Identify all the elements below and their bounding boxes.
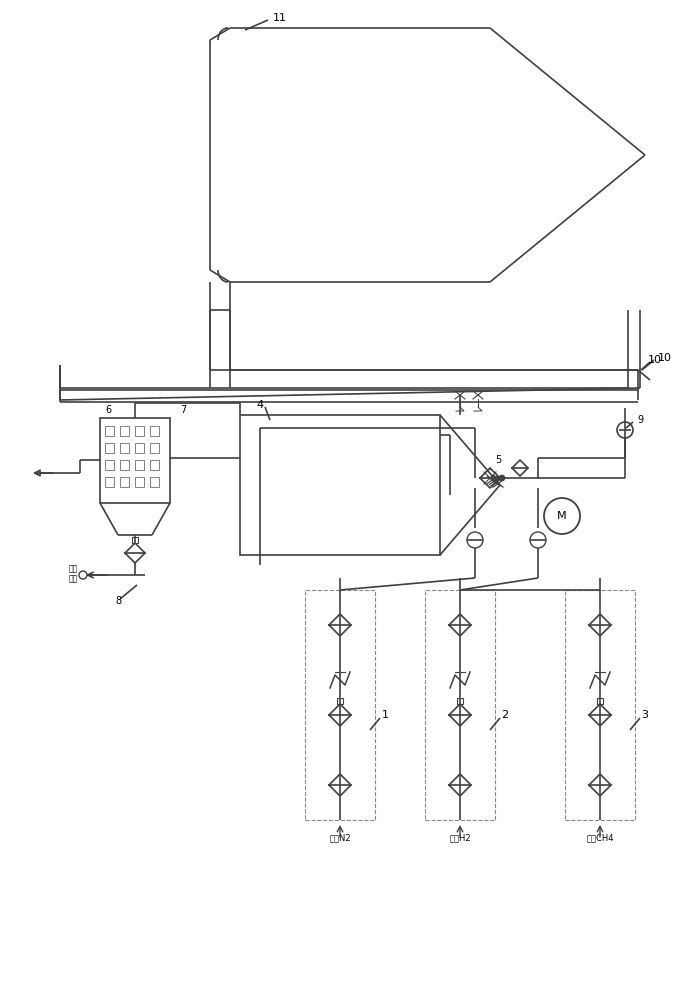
Bar (120, 426, 129, 436)
Bar (100, 418, 170, 503)
Bar (305, 590, 375, 820)
Text: 10: 10 (658, 353, 672, 363)
Circle shape (79, 571, 87, 579)
Text: 氮气N2: 氮气N2 (329, 834, 351, 842)
Circle shape (467, 532, 483, 548)
Bar (120, 477, 129, 487)
Bar (132, 537, 138, 543)
Circle shape (530, 532, 546, 548)
Text: 9: 9 (637, 415, 643, 425)
Bar (135, 460, 144, 470)
Text: 11: 11 (273, 13, 287, 23)
Text: 1: 1 (381, 710, 388, 720)
Bar (150, 460, 159, 470)
Bar (135, 443, 144, 453)
Bar (120, 443, 129, 453)
Bar (105, 460, 114, 470)
Text: M: M (557, 511, 567, 521)
Bar (425, 590, 495, 820)
Bar (565, 590, 635, 820)
Text: 进料: 进料 (69, 564, 78, 574)
Circle shape (499, 475, 505, 481)
Text: 5: 5 (495, 455, 501, 465)
Bar (120, 460, 129, 470)
Text: 6: 6 (105, 405, 111, 415)
Bar (150, 443, 159, 453)
Text: 7: 7 (180, 405, 186, 415)
Bar (150, 477, 159, 487)
Bar (105, 477, 114, 487)
Bar (240, 415, 440, 555)
Bar (457, 698, 463, 704)
Text: 8: 8 (115, 596, 121, 606)
Text: 10: 10 (648, 355, 662, 365)
Text: 氢气H2: 氢气H2 (449, 834, 471, 842)
Text: 2: 2 (502, 710, 509, 720)
Bar (337, 698, 343, 704)
Bar (105, 443, 114, 453)
Text: 甲气CH4: 甲气CH4 (586, 834, 614, 842)
Bar (135, 477, 144, 487)
Bar (105, 426, 114, 436)
Bar (135, 426, 144, 436)
Circle shape (617, 422, 633, 438)
Circle shape (544, 498, 580, 534)
Text: 3: 3 (641, 710, 648, 720)
Text: 4: 4 (257, 400, 264, 410)
Bar (150, 426, 159, 436)
Text: 煤粉: 煤粉 (69, 574, 78, 584)
Bar (597, 698, 603, 704)
